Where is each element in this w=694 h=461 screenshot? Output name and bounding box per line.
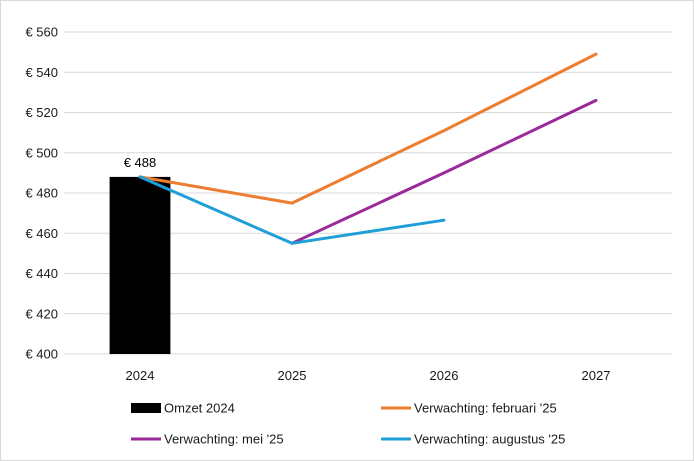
- bar-series: [109, 176, 171, 354]
- bar: [109, 176, 171, 354]
- y-tick-label: € 560: [25, 25, 58, 40]
- series-line-2: [290, 98, 598, 245]
- line-series: [138, 52, 598, 245]
- y-tick-label: € 520: [25, 105, 58, 120]
- y-tick-label: € 540: [25, 65, 58, 80]
- y-tick-label: € 480: [25, 186, 58, 201]
- series-line-3: [138, 175, 446, 245]
- x-axis-ticks: 2024 2025 2026 2027: [126, 368, 611, 383]
- y-tick-label: € 460: [25, 226, 58, 241]
- legend-swatch-bar: [131, 403, 161, 413]
- y-tick-label: € 400: [25, 347, 58, 362]
- x-tick-label: 2026: [430, 368, 459, 383]
- legend-label: Verwachting: februari '25: [414, 401, 557, 416]
- y-tick-label: € 420: [25, 306, 58, 321]
- data-labels: € 488: [124, 155, 157, 170]
- legend-label: Omzet 2024: [164, 401, 235, 416]
- series-line-1: [138, 52, 598, 205]
- x-tick-label: 2027: [582, 368, 611, 383]
- y-tick-label: € 500: [25, 145, 58, 160]
- x-tick-label: 2024: [126, 368, 155, 383]
- y-tick-label: € 440: [25, 266, 58, 281]
- y-axis-ticks: € 400 € 420 € 440 € 460 € 480 € 500 € 520 € 540…: [25, 25, 58, 362]
- legend: Omzet 2024 Verwachting: februari '25 Verwa…: [131, 401, 565, 447]
- bar-data-label: € 488: [124, 155, 157, 170]
- x-tick-label: 2025: [278, 368, 307, 383]
- legend-label: Verwachting: mei '25: [164, 432, 284, 447]
- legend-label: Verwachting: augustus '25: [414, 432, 565, 447]
